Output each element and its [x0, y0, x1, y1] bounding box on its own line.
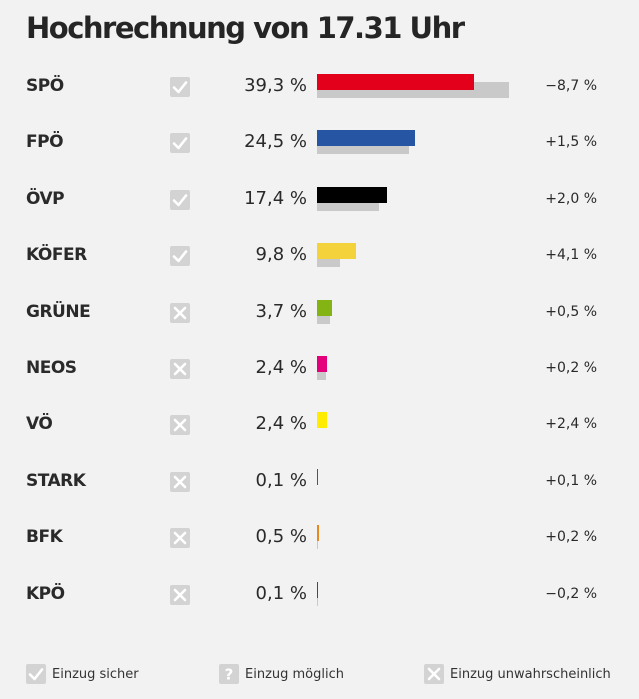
- previous-result-bar: [317, 590, 319, 606]
- vote-share-label: 39,3 %: [244, 75, 307, 96]
- current-result-bar: [317, 74, 475, 90]
- current-result-bar: [317, 356, 327, 372]
- current-result-bar: [317, 582, 318, 598]
- check-icon: [26, 664, 46, 684]
- vote-share-label: 0,1 %: [255, 583, 307, 604]
- legend-label-moeglich: Einzug möglich: [245, 666, 344, 682]
- party-row: FPÖ 24,5 % +1,5 %: [0, 129, 639, 185]
- legend-label-unwahrscheinlich: Einzug unwahrscheinlich: [450, 666, 611, 682]
- bar-group: [317, 186, 517, 212]
- party-name: ÖVP: [26, 189, 65, 209]
- check-icon: [170, 246, 190, 266]
- bar-group: [317, 581, 517, 607]
- cross-icon: [424, 664, 444, 684]
- cross-icon: [170, 528, 190, 548]
- party-name: BFK: [26, 527, 63, 547]
- current-result-bar: [317, 412, 327, 428]
- bar-group: [317, 524, 517, 550]
- legend-label-sicher: Einzug sicher: [52, 666, 139, 682]
- change-label: −0,2 %: [545, 586, 597, 602]
- legend: Einzug sicher ? Einzug möglich Einzug un…: [0, 663, 639, 685]
- vote-share-label: 17,4 %: [244, 188, 307, 209]
- party-row: GRÜNE 3,7 % +0,5 %: [0, 299, 639, 355]
- party-row: BFK 0,5 % +0,2 %: [0, 524, 639, 580]
- party-name: KPÖ: [26, 584, 65, 604]
- party-row: SPÖ 39,3 % −8,7 %: [0, 73, 639, 129]
- party-name: GRÜNE: [26, 302, 91, 322]
- vote-share-label: 0,5 %: [255, 526, 307, 547]
- party-name: VÖ: [26, 414, 53, 434]
- party-row: KPÖ 0,1 % −0,2 %: [0, 581, 639, 637]
- legend-item-unwahrscheinlich: Einzug unwahrscheinlich: [424, 663, 611, 685]
- current-result-bar: [317, 469, 318, 485]
- question-icon: ?: [219, 664, 239, 684]
- party-row: VÖ 2,4 % +2,4 %: [0, 411, 639, 467]
- vote-share-label: 24,5 %: [244, 131, 307, 152]
- party-row: STARK 0,1 % +0,1 %: [0, 468, 639, 524]
- check-icon: [170, 133, 190, 153]
- previous-result-bar: [317, 364, 326, 380]
- check-icon: [170, 190, 190, 210]
- change-label: +0,2 %: [545, 360, 597, 376]
- vote-share-label: 0,1 %: [255, 470, 307, 491]
- change-label: +0,2 %: [545, 529, 597, 545]
- cross-icon: [170, 359, 190, 379]
- vote-share-label: 2,4 %: [255, 413, 307, 434]
- bar-group: [317, 468, 517, 494]
- cross-icon: [170, 585, 190, 605]
- change-label: +1,5 %: [545, 134, 597, 150]
- cross-icon: [170, 303, 190, 323]
- vote-share-label: 2,4 %: [255, 357, 307, 378]
- bar-group: [317, 411, 517, 437]
- change-label: +0,5 %: [545, 304, 597, 320]
- party-name: KÖFER: [26, 245, 87, 265]
- current-result-bar: [317, 300, 332, 316]
- party-name: STARK: [26, 471, 86, 491]
- chart-title: Hochrechnung von 17.31 Uhr: [26, 11, 465, 45]
- legend-item-sicher: Einzug sicher: [26, 663, 139, 685]
- bar-group: [317, 129, 517, 155]
- change-label: −8,7 %: [545, 78, 597, 94]
- party-row: ÖVP 17,4 % +2,0 %: [0, 186, 639, 242]
- party-row: KÖFER 9,8 % +4,1 %: [0, 242, 639, 298]
- legend-item-moeglich: ? Einzug möglich: [219, 663, 344, 685]
- current-result-bar: [317, 525, 319, 541]
- bar-group: [317, 73, 517, 99]
- party-name: FPÖ: [26, 132, 64, 152]
- svg-text:?: ?: [225, 666, 234, 684]
- change-label: +4,1 %: [545, 247, 597, 263]
- current-result-bar: [317, 187, 387, 203]
- bar-group: [317, 299, 517, 325]
- change-label: +2,0 %: [545, 191, 597, 207]
- change-label: +2,4 %: [545, 416, 597, 432]
- previous-result-bar: [317, 533, 319, 549]
- check-icon: [170, 77, 190, 97]
- party-name: NEOS: [26, 358, 77, 378]
- party-row: NEOS 2,4 % +0,2 %: [0, 355, 639, 411]
- bar-group: [317, 355, 517, 381]
- cross-icon: [170, 472, 190, 492]
- vote-share-label: 9,8 %: [255, 244, 307, 265]
- current-result-bar: [317, 243, 357, 259]
- bar-group: [317, 242, 517, 268]
- change-label: +0,1 %: [545, 473, 597, 489]
- vote-share-label: 3,7 %: [255, 301, 307, 322]
- cross-icon: [170, 415, 190, 435]
- current-result-bar: [317, 130, 415, 146]
- party-name: SPÖ: [26, 76, 64, 96]
